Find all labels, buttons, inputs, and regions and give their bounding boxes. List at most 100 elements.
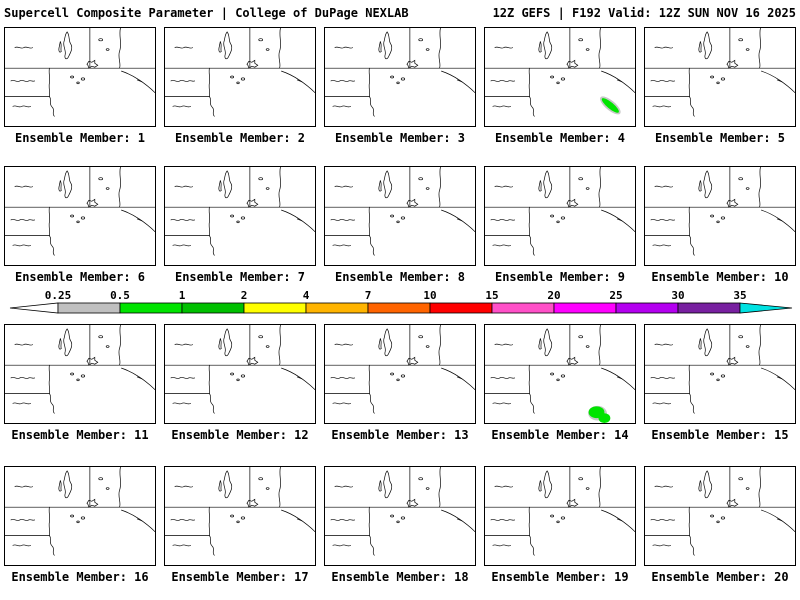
ensemble-member-label: Ensemble Member: 5 [654,131,786,145]
colorbar-segment [491,302,555,314]
map-graphic [5,325,155,414]
ensemble-member-label: Ensemble Member: 15 [651,428,789,442]
colorbar-right-arrow [739,302,793,314]
ensemble-panel-6: Ensemble Member: 6 [4,166,156,284]
colorbar-segment [677,302,741,314]
map-panel [644,166,796,266]
ensemble-panel-11: Ensemble Member: 11 [4,324,156,442]
ensemble-panel-20: Ensemble Member: 20 [644,466,796,584]
ensemble-member-label: Ensemble Member: 2 [174,131,306,145]
ensemble-panel-15: Ensemble Member: 15 [644,324,796,442]
ensemble-member-label: Ensemble Member: 10 [651,270,789,284]
ensemble-member-label: Ensemble Member: 9 [494,270,626,284]
ensemble-member-label: Ensemble Member: 7 [174,270,306,284]
map-graphic [485,28,635,117]
panel-row-2: Ensemble Member: 6 Ensemble Member: 7 Ense… [0,166,800,288]
ensemble-panel-2: Ensemble Member: 2 [164,27,316,145]
ensemble-member-label: Ensemble Member: 1 [14,131,146,145]
ensemble-panel-8: Ensemble Member: 8 [324,166,476,284]
ensemble-member-label: Ensemble Member: 18 [331,570,469,584]
colorbar-segment [181,302,245,314]
ensemble-member-label: Ensemble Member: 19 [491,570,629,584]
map-panel [4,27,156,127]
map-panel [324,27,476,127]
ensemble-member-label: Ensemble Member: 17 [171,570,309,584]
ensemble-panel-19: Ensemble Member: 19 [484,466,636,584]
map-panel [324,466,476,566]
panel-row-4: Ensemble Member: 16 Ensemble Member: 17 En… [0,466,800,588]
map-graphic [165,167,315,256]
colorbar-segment [429,302,493,314]
scp-signal [588,405,611,423]
ensemble-panel-12: Ensemble Member: 12 [164,324,316,442]
map-panel [4,324,156,424]
map-graphic [5,467,155,556]
colorbar-segment [367,302,431,314]
map-panel [164,166,316,266]
map-graphic [645,167,795,256]
ensemble-panel-5: Ensemble Member: 5 [644,27,796,145]
colorbar-segment [305,302,369,314]
map-graphic [5,167,155,256]
colorbar-segment [119,302,183,314]
map-panel [644,27,796,127]
map-graphic [325,467,475,556]
map-graphic [645,325,795,414]
ensemble-panel-17: Ensemble Member: 17 [164,466,316,584]
map-panel [484,466,636,566]
scp-signal [600,96,621,115]
map-panel [644,324,796,424]
map-graphic [485,467,635,556]
map-panel [4,466,156,566]
ensemble-member-label: Ensemble Member: 6 [14,270,146,284]
ensemble-panel-9: Ensemble Member: 9 [484,166,636,284]
ensemble-panel-18: Ensemble Member: 18 [324,466,476,584]
ensemble-panel-3: Ensemble Member: 3 [324,27,476,145]
map-panel [164,324,316,424]
panel-row-1: Ensemble Member: 1 Ensemble Member: 2 Ense… [0,27,800,149]
map-panel [484,166,636,266]
colorbar-segment [243,302,307,314]
colorbar-tick-label: 0.25 [45,289,72,302]
map-graphic [485,167,635,256]
plot-title: Supercell Composite Parameter | College … [4,6,409,20]
ensemble-panel-1: Ensemble Member: 1 [4,27,156,145]
colorbar-segment [615,302,679,314]
ensemble-panel-4: Ensemble Member: 4 [484,27,636,145]
map-graphic [165,325,315,414]
colorbar-tick-label: 30 [671,289,684,302]
colorbar-tick-label: 2 [241,289,248,302]
ensemble-member-label: Ensemble Member: 11 [11,428,149,442]
map-panel [484,27,636,127]
map-panel [4,166,156,266]
map-graphic [325,28,475,117]
colorbar-tick-label: 0.5 [110,289,130,302]
map-panel [164,466,316,566]
colorbar-graphic: 0.25 0.5 1 2 4 7 10 15 20 25 30 35 [9,289,793,314]
colorbar-segment [57,302,121,314]
ensemble-member-label: Ensemble Member: 12 [171,428,309,442]
ensemble-panel-10: Ensemble Member: 10 [644,166,796,284]
map-graphic [165,467,315,556]
map-panel [484,324,636,424]
map-graphic [165,28,315,117]
ensemble-panel-13: Ensemble Member: 13 [324,324,476,442]
ensemble-panel-14: Ensemble Member: 14 [484,324,636,442]
map-graphic [5,28,155,117]
colorbar-segment [553,302,617,314]
model-run-valid-time: 12Z GEFS | F192 Valid: 12Z SUN NOV 16 20… [492,6,796,20]
ensemble-member-label: Ensemble Member: 14 [491,428,629,442]
ensemble-member-label: Ensemble Member: 8 [334,270,466,284]
map-graphic [645,467,795,556]
map-panel [324,324,476,424]
colorbar-tick-label: 35 [733,289,746,302]
ensemble-member-label: Ensemble Member: 16 [11,570,149,584]
map-graphic [645,28,795,117]
ensemble-panel-7: Ensemble Member: 7 [164,166,316,284]
colorbar: 0.25 0.5 1 2 4 7 10 15 20 25 30 35 [0,288,800,320]
colorbar-tick-label: 1 [179,289,186,302]
ensemble-panel-16: Ensemble Member: 16 [4,466,156,584]
map-panel [324,166,476,266]
ensemble-member-label: Ensemble Member: 4 [494,131,626,145]
